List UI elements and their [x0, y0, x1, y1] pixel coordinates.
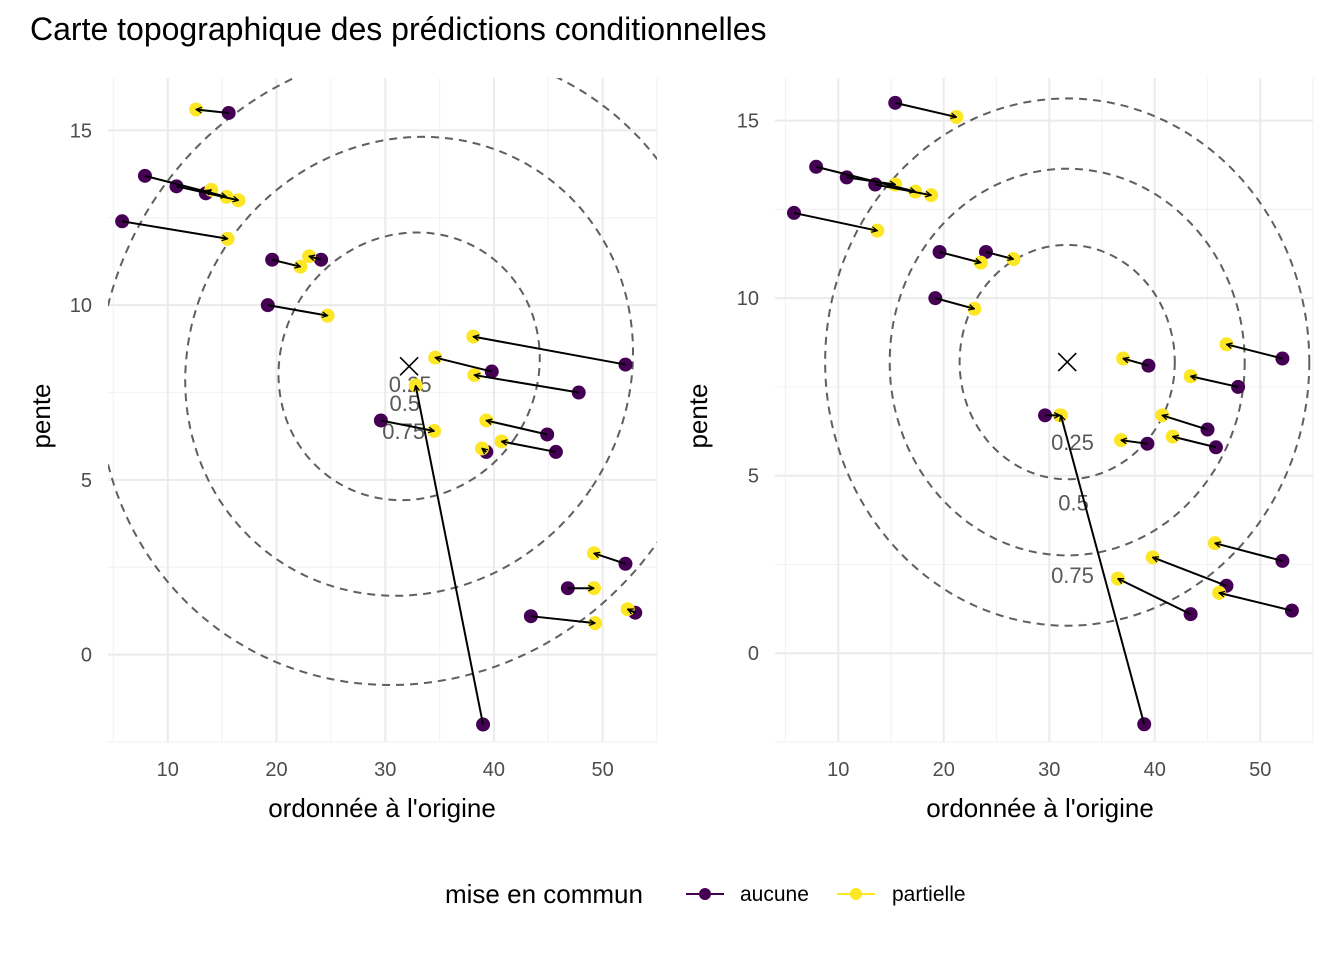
- shrinkage-arrow: [1226, 344, 1283, 360]
- y-axis-title: pente: [26, 383, 56, 448]
- x-tick-label: 30: [1038, 759, 1060, 781]
- center-marker: [1057, 352, 1077, 372]
- gridlines: [108, 78, 658, 743]
- shrinkage-arrow: [1215, 543, 1283, 562]
- legend-label-partielle: partielle: [892, 883, 966, 906]
- shrinkage-arrow: [144, 174, 227, 197]
- shrinkage-arrow: [1173, 437, 1217, 449]
- shrinkage-arrows: [121, 109, 636, 725]
- shrinkage-arrows: [793, 101, 1293, 725]
- shrinkage-arrow: [1162, 415, 1208, 431]
- shrinkage-arrow: [271, 258, 300, 267]
- y-tick-label: 5: [81, 470, 92, 492]
- contour-label: 0.25: [1051, 430, 1094, 455]
- shrinkage-arrow: [502, 441, 557, 453]
- shrinkage-arrow: [473, 337, 626, 366]
- shrinkage-arrow: [939, 251, 981, 263]
- points-aucune: [786, 95, 1299, 732]
- panel-right: 10 20 30 40 50 0 5 10 15 ordonnée à l'origine pent…: [683, 78, 1314, 823]
- points-aucune: [115, 105, 643, 732]
- points-partielle: [870, 110, 1234, 600]
- shrinkage-arrow: [594, 553, 626, 565]
- shrinkage-arrow: [1153, 557, 1227, 587]
- contour-line: [184, 135, 635, 597]
- shrinkage-arrow: [1123, 359, 1149, 367]
- shrinkage-arrow: [309, 256, 322, 259]
- shrinkage-arrow: [416, 386, 485, 725]
- center-cross-stroke: [399, 356, 419, 376]
- shrinkage-arrow: [196, 109, 229, 114]
- legend-item-aucune: aucune: [686, 883, 809, 906]
- shrinkage-arrow: [793, 211, 877, 231]
- x-tick-label: 10: [827, 759, 849, 781]
- shrinkage-arrow: [530, 615, 595, 623]
- shrinkage-arrow: [1121, 440, 1148, 445]
- shrinkage-arrow: [482, 448, 486, 451]
- y-axis-title: pente: [683, 383, 713, 448]
- y-tick-label: 15: [737, 111, 759, 133]
- shrinkage-arrow: [486, 420, 548, 436]
- legend-key-dot-aucune: [699, 888, 711, 900]
- contours: [824, 97, 1311, 627]
- x-axis-title: ordonnée à l'origine: [926, 793, 1154, 823]
- points-partielle: [189, 102, 635, 631]
- contour-line: [888, 167, 1246, 557]
- x-axis-title: ordonnée à l'origine: [268, 793, 496, 823]
- legend-item-partielle: partielle: [837, 883, 966, 906]
- legend: mise en commun aucune partielle: [445, 879, 966, 909]
- center-marker: [399, 356, 419, 376]
- shrinkage-arrow: [875, 183, 931, 196]
- contour-label: 0.5: [389, 391, 420, 416]
- y-tick-label: 10: [70, 295, 92, 317]
- contour-line: [824, 97, 1311, 627]
- chart-title: Carte topographique des prédictions cond…: [30, 11, 766, 47]
- x-tick-label: 20: [265, 759, 287, 781]
- shrinkage-arrow: [121, 220, 227, 238]
- shrinkage-arrow: [435, 358, 492, 373]
- y-tick-label: 15: [70, 120, 92, 142]
- x-tick-label: 50: [1249, 759, 1271, 781]
- x-tick-label: 40: [1144, 759, 1166, 781]
- x-tick-label: 40: [483, 759, 505, 781]
- shrinkage-arrow: [1118, 577, 1192, 616]
- y-tick-label: 10: [737, 288, 759, 310]
- panel-left: 10 20 30 40 50 0 5 10 15 ordonnée à l'origine pent…: [26, 78, 658, 823]
- shrinkage-arrow: [935, 297, 974, 309]
- shrinkage-arrow: [628, 608, 636, 612]
- x-tick-label: 20: [933, 759, 955, 781]
- shrinkage-arrow: [474, 375, 579, 394]
- y-tick-label: 5: [748, 466, 759, 488]
- shrinkage-arrow: [895, 101, 956, 117]
- shrinkage-arrow: [846, 176, 896, 184]
- legend-key-dot-partielle: [850, 888, 862, 900]
- shrinkage-arrow: [267, 304, 328, 315]
- contour-line: [277, 231, 541, 502]
- shrinkage-arrow: [1219, 593, 1293, 612]
- shrinkage-arrow: [985, 251, 1013, 259]
- contour-label: 0.75: [1051, 563, 1094, 588]
- legend-label-aucune: aucune: [740, 883, 809, 906]
- x-tick-label: 50: [592, 759, 614, 781]
- y-tick-label: 0: [748, 643, 759, 665]
- y-tick-label: 0: [81, 645, 92, 667]
- contour-line: [958, 243, 1176, 481]
- x-tick-label: 10: [157, 759, 179, 781]
- shrinkage-arrow: [206, 188, 211, 193]
- shrinkage-arrow: [1191, 376, 1239, 388]
- center-cross-stroke: [1057, 352, 1077, 372]
- legend-title: mise en commun: [445, 879, 643, 909]
- shrinkage-arrow: [1061, 415, 1146, 725]
- x-tick-label: 30: [374, 759, 396, 781]
- contours: [108, 78, 657, 687]
